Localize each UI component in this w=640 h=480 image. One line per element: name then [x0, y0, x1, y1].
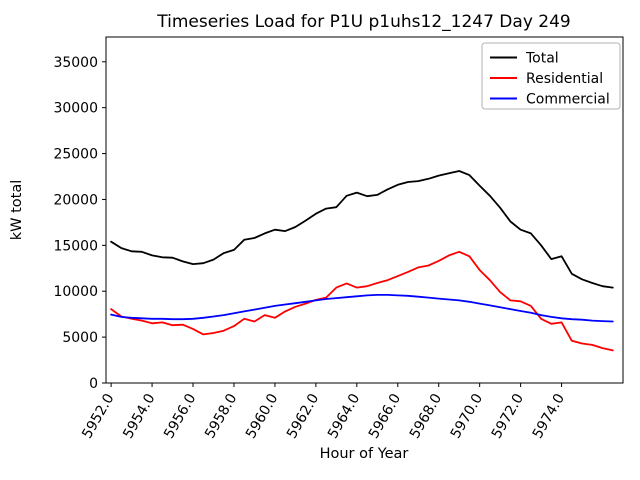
legend-label-commercial: Commercial: [526, 92, 610, 108]
x-tick-label: 5968.0: [407, 391, 445, 441]
legend: Total Residential Commercial: [481, 42, 621, 110]
legend-label-residential: Residential: [526, 71, 603, 87]
y-tick-label: 5000: [62, 330, 98, 346]
y-axis-ticks: 0 5000 10000 15000 20000 25000 30000 35000: [53, 55, 106, 392]
legend-box: [481, 42, 621, 110]
series-line-total: [110, 170, 614, 289]
y-tick-label: 15000: [53, 238, 98, 254]
y-tick-label: 30000: [53, 101, 98, 117]
x-tick-label: 5972.0: [489, 391, 527, 441]
x-tick-label: 5962.0: [284, 391, 322, 441]
x-tick-label: 5970.0: [448, 391, 486, 441]
series-line-residential: [110, 250, 614, 352]
x-tick-label: 5960.0: [243, 391, 281, 441]
x-tick-label: 5964.0: [325, 391, 363, 441]
series-lines: [110, 170, 614, 352]
y-axis-label: kW total: [9, 180, 25, 241]
series-line-commercial: [110, 293, 614, 323]
x-axis-label: Hour of Year: [320, 446, 409, 462]
x-tick-label: 5958.0: [202, 391, 240, 441]
y-tick-label: 0: [89, 376, 98, 392]
y-tick-label: 10000: [53, 284, 98, 300]
x-tick-label: 5952.0: [79, 391, 117, 441]
x-tick-label: 5954.0: [120, 391, 158, 441]
y-tick-label: 25000: [53, 147, 98, 163]
y-tick-label: 20000: [53, 192, 98, 208]
x-tick-label: 5956.0: [161, 391, 199, 441]
y-tick-label: 35000: [53, 55, 98, 71]
x-tick-label: 5974.0: [530, 391, 568, 441]
x-tick-label: 5966.0: [366, 391, 404, 441]
x-axis-ticks: 5952.0 5954.0 5956.0 5958.0 5960.0 5962.0 5964…: [79, 383, 568, 441]
chart-title: Timeseries Load for P1U p1uhs12_1247 Day…: [156, 12, 570, 32]
legend-label-total: Total: [525, 51, 559, 67]
